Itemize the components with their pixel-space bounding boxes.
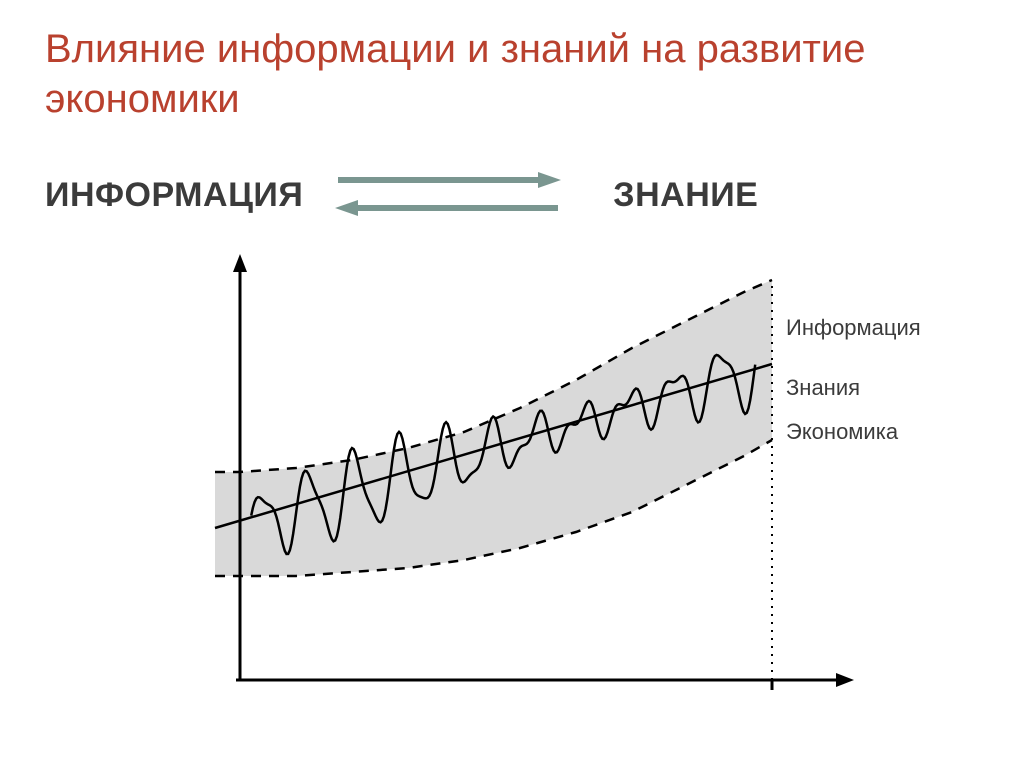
chart-container: Информация Знания Экономика bbox=[200, 250, 980, 720]
arrows-svg bbox=[323, 160, 573, 230]
series-label-knowledge: Знания bbox=[786, 375, 860, 401]
series-label-economy: Экономика bbox=[786, 419, 898, 445]
relation-row: ИНФОРМАЦИЯ ЗНАНИЕ bbox=[45, 160, 805, 230]
slide: Влияние информации и знаний на развитие … bbox=[0, 0, 1024, 767]
slide-title: Влияние информации и знаний на развитие … bbox=[45, 24, 945, 124]
relation-left-label: ИНФОРМАЦИЯ bbox=[45, 176, 303, 215]
series-label-information: Информация bbox=[786, 315, 921, 341]
relation-right-label: ЗНАНИЕ bbox=[613, 176, 758, 215]
bidirectional-arrows bbox=[323, 160, 573, 230]
